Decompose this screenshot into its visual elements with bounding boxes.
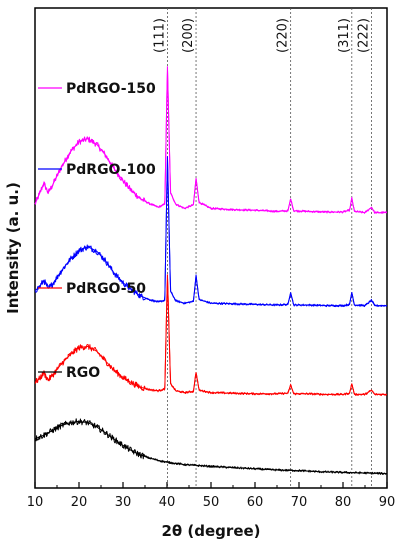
peak-label-2: (200) (181, 18, 196, 53)
legend-label-3: PdRGO-50 (66, 281, 146, 297)
y-axis-title: Intensity (a. u.) (4, 182, 22, 314)
plot-frame (34, 7, 388, 489)
legend-label-1: PdRGO-150 (66, 81, 156, 97)
series-peaks-pdrgo-100 (34, 156, 387, 307)
plot-area (34, 7, 388, 489)
x-tick-label-70: 70 (291, 495, 308, 510)
legend: PdRGO-150 PdRGO-100 PdRGO-50 RGO (38, 81, 156, 381)
series-peaks-pdrgo-50 (34, 274, 387, 395)
x-axis-title: 2θ (degree) (161, 522, 260, 540)
reference-lines: (111) (200) (220) (311) (222) (152, 8, 373, 488)
peak-label-5: (222) (357, 18, 372, 53)
series-line-pdrgo-50 (34, 278, 388, 396)
x-tick-label-10: 10 (27, 495, 44, 510)
x-tick-label-20: 20 (71, 495, 88, 510)
axes: 10 20 30 40 50 60 70 80 90 2θ (degree) Intensity (… (4, 182, 395, 540)
x-tick-label-90: 90 (379, 495, 396, 510)
x-tick-label-30: 30 (115, 495, 132, 510)
series-line-rgo (34, 418, 387, 475)
series-group (34, 66, 388, 475)
x-tick-label-40: 40 (159, 495, 176, 510)
x-tick-label-60: 60 (247, 495, 264, 510)
legend-label-4: RGO (66, 365, 100, 381)
x-tick-label-80: 80 (335, 495, 352, 510)
peak-label-1: (111) (152, 18, 167, 53)
series-peaks-rgo (34, 420, 388, 475)
series-peaks-pdrgo-150 (34, 66, 387, 214)
x-tick-label-50: 50 (203, 495, 220, 510)
legend-label-2: PdRGO-100 (66, 162, 156, 178)
peak-label-3: (220) (276, 18, 291, 53)
peak-label-4: (311) (337, 18, 352, 53)
